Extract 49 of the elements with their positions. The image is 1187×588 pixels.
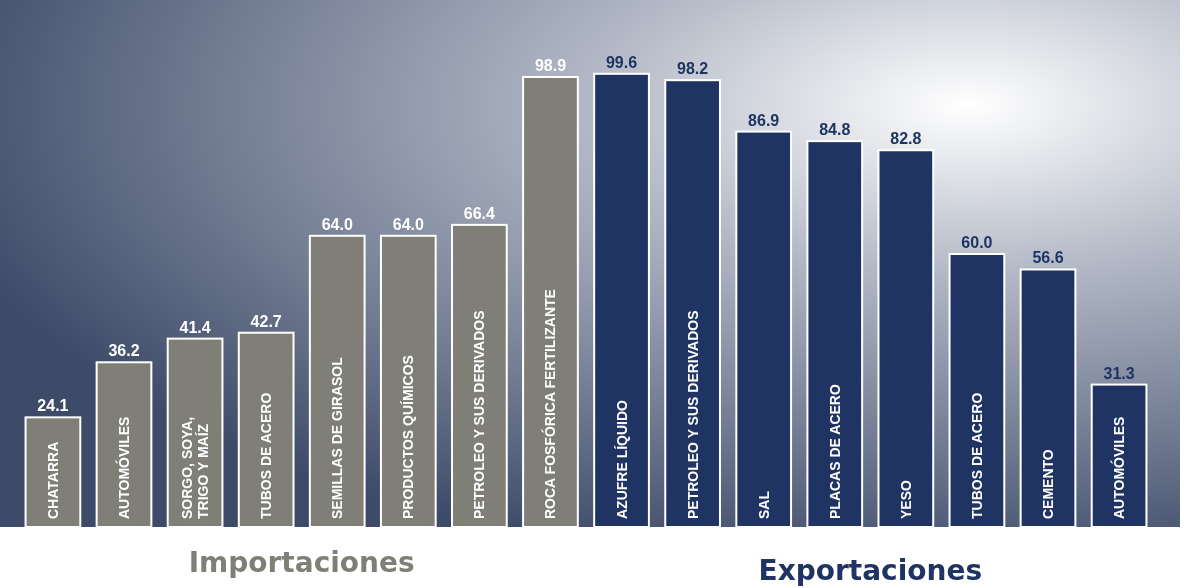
text: Exportaciones [758,554,983,587]
bar [664,79,721,528]
data-label: 60.0 [961,234,993,251]
bar [522,76,579,528]
x-tick-label: PETROLEO Y SUS DERIVADOS [471,310,488,519]
bar [806,140,864,528]
bar [948,253,1006,528]
x-tick-label: AZUFRE LÍQUIDO [613,399,630,519]
x-tick-label: PLACAS DE ACERO [826,384,843,519]
bar [24,416,82,528]
data-label: 42.7 [250,312,282,330]
data-label: 36.2 [108,342,140,360]
data-label: 82.8 [890,130,922,148]
x-tick-label: PETROLEO Y SUS DERIVADOS [684,310,701,519]
bar [451,223,508,528]
data-label: 41.4 [179,318,211,336]
x-tick-label: SEMILLAS DE GIRASOL [329,356,346,519]
data-label: 86.9 [748,111,780,129]
data-label: 66.4 [463,204,496,222]
data-label: 31.3 [1103,364,1135,382]
x-tick-label: TUBOS DE ACERO [258,392,275,519]
x-tick-label: CEMENTO [1040,449,1056,519]
bar [237,331,295,528]
data-label: 84.8 [819,121,851,139]
data-label: 24.1 [37,397,69,415]
x-tick-label: PRODUCTOS QUÍMICOS [400,355,417,519]
data-label: 64.0 [321,215,353,233]
text: Importaciones [188,546,415,579]
bar [1090,383,1148,528]
bar [95,361,153,528]
bar [1019,268,1077,528]
bar [379,234,437,528]
data-label: 56.6 [1032,249,1064,267]
x-tick-label: SAL [755,490,772,519]
x-tick-label: AUTOMÓVILES [1110,416,1128,519]
x-tick-label: SORGO, SOYA, TRIGO Y MAÍZ [179,416,211,519]
x-tick-label: TUBOS DE ACERO [968,392,985,519]
x-tick-label: ROCA FOSFÓRICA FERTILIZANTE [541,289,559,519]
x-tick-label: CHATARRA [44,441,61,519]
data-label: 99.6 [605,53,638,71]
bar [877,149,935,528]
x-tick-label: YESO [897,479,914,519]
bar [308,234,366,528]
data-label: 64.0 [392,215,424,233]
x-tick-label: AUTOMÓVILES [115,416,132,519]
data-label: 98.2 [677,60,709,78]
bar [735,130,793,528]
data-label: 98.9 [534,57,567,74]
bar [593,72,650,528]
